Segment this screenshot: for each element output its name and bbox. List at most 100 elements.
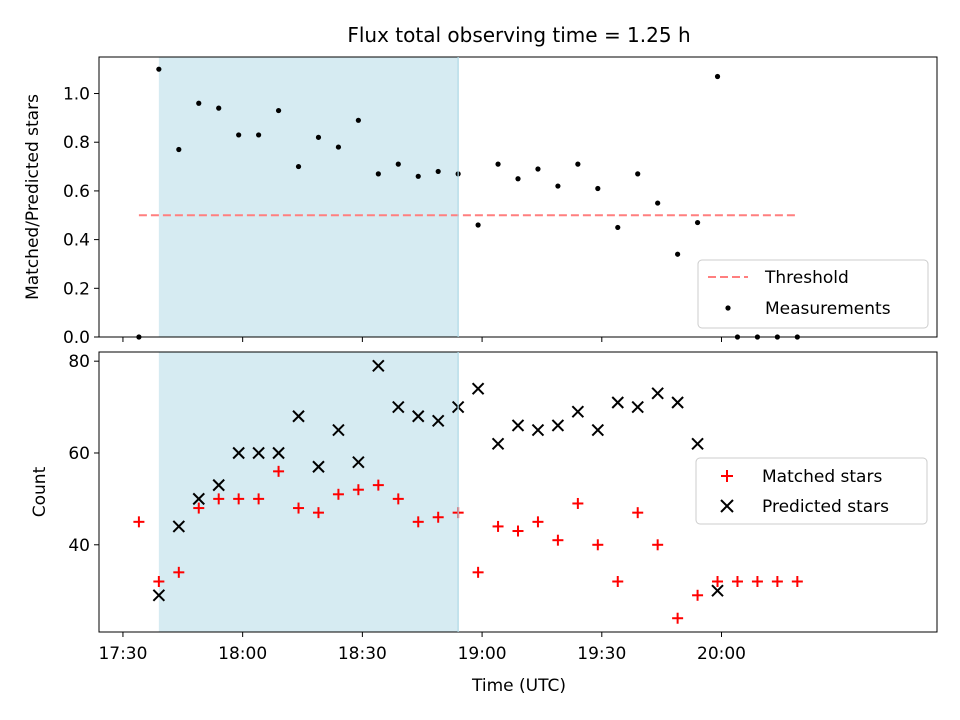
- measurement-point: [236, 132, 242, 138]
- predicted-star-point: [711, 584, 724, 597]
- measurement-point: [216, 105, 222, 111]
- matched-star-point: [332, 488, 344, 500]
- predicted-star-point: [392, 400, 405, 414]
- matched-star-point: [372, 479, 384, 491]
- x-tick-label: 18:00: [218, 644, 267, 664]
- measurement-point: [515, 176, 521, 182]
- predicted-star-point: [252, 446, 265, 460]
- predicted-star-point: [471, 382, 485, 395]
- measurement-point: [475, 222, 481, 228]
- ratio-shaded-span: [158, 57, 459, 337]
- x-tick-label: 20:00: [697, 644, 746, 664]
- matched-star-point: [492, 520, 504, 532]
- matched-star-point: [193, 502, 205, 514]
- predicted-star-point: [491, 437, 505, 451]
- matched-star-point: [352, 484, 364, 496]
- x-tick-label: 17:30: [98, 644, 147, 664]
- measurement-point: [196, 100, 202, 106]
- measurement-point: [375, 171, 381, 177]
- matched-star-point: [712, 576, 724, 588]
- measurement-point: [495, 161, 501, 167]
- predicted-star-point: [272, 446, 285, 460]
- predicted-star-point: [611, 396, 624, 409]
- legend-threshold-label: Threshold: [764, 268, 849, 288]
- measurement-point: [595, 185, 601, 192]
- matched-star-point: [213, 493, 225, 505]
- predicted-star-point: [412, 410, 425, 423]
- predicted-star-point: [312, 460, 325, 473]
- y-tick-label: 0.0: [63, 328, 90, 348]
- y-tick-label: 1.0: [63, 85, 90, 105]
- measurement-point: [415, 173, 421, 179]
- x-tick-label: 19:30: [577, 644, 626, 664]
- measurement-point: [176, 146, 182, 153]
- measurement-point: [694, 219, 701, 226]
- matched-star-point: [632, 507, 644, 519]
- matched-star-point: [173, 566, 185, 578]
- matched-star-point: [672, 612, 684, 624]
- measurement-point: [395, 161, 401, 167]
- matched-star-point: [392, 493, 404, 505]
- measurement-point: [256, 132, 262, 138]
- legend-matched-swatch: [721, 470, 733, 482]
- measurement-point: [335, 144, 342, 150]
- predicted-star-point: [332, 423, 345, 437]
- ratio-legend: Threshold Measurements: [697, 259, 929, 329]
- predicted-star-point: [192, 492, 205, 506]
- matched-star-point: [133, 516, 145, 528]
- predicted-star-point: [591, 423, 605, 437]
- matched-star-point: [592, 539, 604, 551]
- measurement-point: [655, 200, 661, 206]
- predicted-star-point: [212, 478, 225, 492]
- predicted-star-point: [292, 410, 305, 423]
- matched-star-point: [432, 511, 444, 523]
- legend-matched-label: Matched stars: [762, 467, 882, 487]
- ratio-plot-frame: [98, 56, 938, 338]
- matched-star-point: [771, 576, 783, 588]
- legend-predicted-label: Predicted stars: [762, 497, 889, 517]
- y-tick-label: 80: [68, 352, 90, 372]
- measurement-point: [435, 168, 441, 175]
- matched-star-point: [472, 566, 484, 578]
- predicted-star-point: [372, 359, 385, 372]
- matched-star-point: [153, 576, 165, 588]
- measurement-point: [555, 183, 561, 189]
- measurement-point: [156, 66, 162, 72]
- count-y-axis-label: Count: [30, 466, 50, 517]
- measurement-point: [535, 166, 541, 172]
- matched-star-point: [731, 576, 743, 588]
- ratio-panel: 0.0 0.2 0.4 0.6 0.8 1.0 Matched/Predicted sta…: [23, 56, 938, 348]
- matched-star-point: [512, 525, 524, 537]
- y-tick-label: 40: [68, 536, 90, 556]
- measurement-point: [295, 163, 302, 170]
- predicted-star-point: [152, 589, 166, 602]
- matched-star-point: [532, 516, 544, 528]
- measurement-point: [675, 251, 681, 257]
- legend-predicted-swatch: [720, 499, 734, 513]
- count-shaded-span: [158, 352, 459, 632]
- y-tick-label: 0.4: [63, 231, 90, 251]
- measurement-point: [615, 224, 621, 231]
- matched-star-point: [751, 576, 763, 588]
- predicted-star-point: [352, 455, 365, 469]
- count-panel: 40 60 80 17:30 18:00 18:30 19:00 19:30 20:00 Cou…: [30, 351, 938, 696]
- ratio-y-axis-label: Matched/Predicted stars: [23, 94, 43, 300]
- matched-star-point: [233, 493, 245, 505]
- matched-star-point: [312, 507, 324, 519]
- matched-star-point: [552, 534, 564, 546]
- predicted-star-point: [631, 400, 644, 414]
- count-legend: Matched stars Predicted stars: [695, 457, 928, 525]
- predicted-star-point: [671, 396, 684, 409]
- predicted-star-point: [691, 437, 704, 451]
- matched-star-point: [273, 465, 285, 477]
- matched-star-point: [652, 539, 664, 551]
- measurement-point: [635, 171, 641, 177]
- measurement-point: [355, 117, 361, 123]
- y-tick-label: 60: [68, 444, 90, 464]
- legend-measurements-swatch: [725, 305, 731, 311]
- x-axis-label: Time (UTC): [471, 676, 566, 696]
- measurement-point: [315, 134, 322, 140]
- legend-measurements-label: Measurements: [765, 299, 891, 319]
- chart-title: Flux total observing time = 1.25 h: [347, 23, 690, 47]
